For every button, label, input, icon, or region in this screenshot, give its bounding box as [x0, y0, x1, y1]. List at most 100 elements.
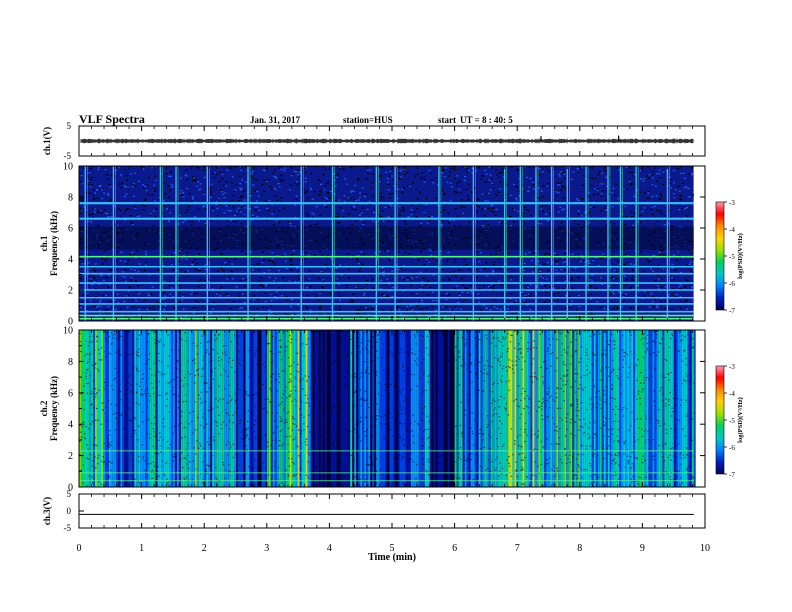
ch2-spectrogram-column — [314, 330, 317, 487]
ch2-spectrogram-column — [140, 330, 143, 487]
ch2-spectrogram-column — [338, 330, 341, 487]
station-label: station=HUS — [343, 115, 393, 125]
x-tick-label: 0 — [77, 543, 82, 554]
ch2-spectrogram-column — [488, 330, 491, 487]
ch2-spectrogram-column — [572, 330, 575, 487]
ch1-waveform-ylabel: ch.1(V) — [42, 127, 52, 155]
ch2-spectrogram-column — [118, 330, 121, 487]
ch2-spectrogram-column — [615, 330, 618, 487]
ch2-spectrogram-column — [334, 330, 337, 487]
ch2-spectrogram-column — [204, 330, 207, 487]
ch2-spectrogram-column — [536, 330, 539, 487]
ch2-spectrogram-column — [330, 330, 333, 487]
ch2-spectrogram-image — [79, 330, 705, 487]
ch2-spectrogram-column — [546, 330, 549, 487]
ch2-spectrogram-column — [378, 330, 381, 487]
start-ut-value: UT = 8 : 40: 5 — [460, 115, 513, 125]
ch2-spectrogram-column — [560, 330, 563, 487]
ch2-spectrogram-column — [496, 330, 499, 487]
ch2-spectrogram-column — [251, 330, 254, 487]
ch2-spectrogram-column — [418, 330, 421, 487]
ch2-spectrogram-column — [424, 330, 427, 487]
ch2-spectrogram-column — [105, 330, 107, 487]
ch2-spectrogram-column — [182, 330, 185, 487]
ch2-spectrogram-column — [407, 330, 410, 487]
ch2-spectrogram-column — [381, 330, 384, 487]
ch2-spectrogram-column — [194, 330, 197, 487]
ch2-spectrogram-column — [564, 330, 567, 487]
ch2-spectrogram-column — [149, 330, 152, 487]
ch2-spectrogram-column — [621, 330, 624, 487]
ch2-spectrogram-column — [210, 330, 213, 487]
ch2-spectrogram-column — [214, 330, 217, 487]
ch2-spectrogram-column — [157, 330, 160, 487]
ch2-spectrogram-column — [239, 330, 242, 487]
ch2-spectrogram-column — [270, 330, 273, 487]
ch2-spectrogram-column — [654, 330, 657, 487]
ch2-spectrogram-column — [190, 330, 193, 487]
ch2-spectrogram-column — [447, 330, 450, 487]
ch2-spectrogram-column — [646, 330, 649, 487]
ch2-spectrogram-column — [534, 330, 537, 487]
ch2-spectrogram-y-tick-label: 0 — [68, 483, 73, 494]
ch2-spectrogram-column — [138, 330, 141, 487]
x-tick-label: 6 — [452, 543, 457, 554]
ch2-spectrogram-column — [245, 330, 248, 487]
ch2-spectrogram-column — [558, 330, 561, 487]
ch2-spectrogram-column — [466, 330, 469, 487]
ch1-colorbar-label: log(PSD)(V²/Hz) — [737, 233, 744, 279]
ch2-spectrogram-column — [153, 330, 156, 487]
ch2-colorbar-tick-label: -3 — [729, 363, 735, 371]
x-tick-label: 7 — [515, 543, 520, 554]
ch2-spectrogram-column — [216, 330, 219, 487]
ch2-spectrogram-column — [122, 330, 125, 487]
ch2-spectrogram-column — [163, 330, 166, 487]
ch2-spectrogram-column — [474, 330, 477, 487]
ch2-spectrogram-column — [579, 330, 582, 487]
ch2-spectrogram-column — [611, 330, 614, 487]
ch2-spectrogram-column — [656, 330, 659, 487]
ch2-spectrogram-column — [454, 330, 457, 487]
ch2-spectrogram-column — [554, 330, 557, 487]
ch2-spectrogram-column — [542, 330, 545, 487]
ch2-spectrogram-column — [605, 330, 608, 487]
ch2-spectrogram-column — [591, 330, 594, 487]
ch2-channel-label: ch.2 — [39, 400, 49, 416]
ch1-waveform-trace — [80, 135, 694, 144]
ch2-spectrogram-column — [426, 330, 429, 487]
ch2-spectrogram-column — [255, 330, 258, 487]
ch2-spectrogram-column — [597, 330, 600, 487]
ch2-spectrogram-column — [171, 330, 174, 487]
ch2-spectrogram-column — [228, 330, 231, 487]
ch2-spectrogram-column — [324, 330, 327, 487]
ch2-spectrogram-column — [550, 330, 553, 487]
ch2-spectrogram-column — [429, 330, 432, 487]
ch2-spectrogram-column — [490, 330, 493, 487]
ch2-spectrogram-y-tick-label: 8 — [68, 357, 73, 368]
ch2-spectrogram-column — [468, 330, 471, 487]
ch2-spectrogram-y-tick-label: 6 — [68, 388, 73, 399]
ch2-spectrogram-column — [464, 330, 467, 487]
ch2-spectrogram-column — [458, 330, 461, 487]
date-label: Jan. 31, 2017 — [250, 115, 301, 125]
ch2-spectrogram-column — [161, 330, 164, 487]
ch2-spectrogram-column — [681, 330, 684, 487]
ch2-spectrogram-column — [631, 330, 634, 487]
ch2-spectrogram-column — [662, 330, 665, 487]
ch2-spectrogram-column — [141, 330, 144, 487]
ch1-channel-label: ch.1 — [39, 235, 49, 251]
ch2-spectrogram-column — [637, 330, 640, 487]
ch2-spectrogram-panel — [78, 329, 706, 488]
ch2-spectrogram-column — [316, 330, 319, 487]
ch2-spectrogram-column — [679, 330, 682, 487]
ch2-spectrogram-column — [276, 330, 279, 487]
ch2-spectrogram-column — [155, 330, 158, 487]
ch2-spectrogram-column — [520, 330, 523, 487]
ch2-spectrogram-column — [650, 330, 653, 487]
ch2-spectrogram-column — [124, 330, 127, 487]
ch2-spectrogram-column — [399, 330, 402, 487]
ch2-spectrogram-column — [89, 330, 91, 487]
ch2-spectrogram-column — [112, 330, 115, 487]
ch2-spectrogram-column — [350, 330, 353, 487]
ch3-waveform-frame — [78, 493, 706, 529]
